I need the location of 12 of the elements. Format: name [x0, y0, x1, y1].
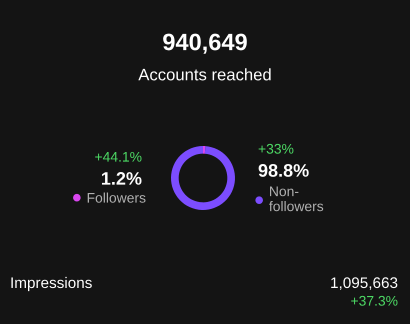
legend-label: Followers: [88, 192, 146, 203]
text: +37.3%: [351, 296, 398, 306]
data-label: 1.2%: [102, 172, 142, 185]
chart-title: 940,649: [163, 34, 247, 54]
text: +44.1%: [95, 152, 142, 162]
text: Impressions: [11, 276, 92, 292]
text: 1,095,663: [331, 277, 398, 290]
text: +33%: [258, 144, 294, 154]
donut-slice: [171, 146, 235, 210]
legend-label: Non- followers: [269, 186, 324, 212]
chart-subtitle: Accounts reached: [138, 68, 271, 80]
data-label: 98.8%: [258, 164, 309, 177]
